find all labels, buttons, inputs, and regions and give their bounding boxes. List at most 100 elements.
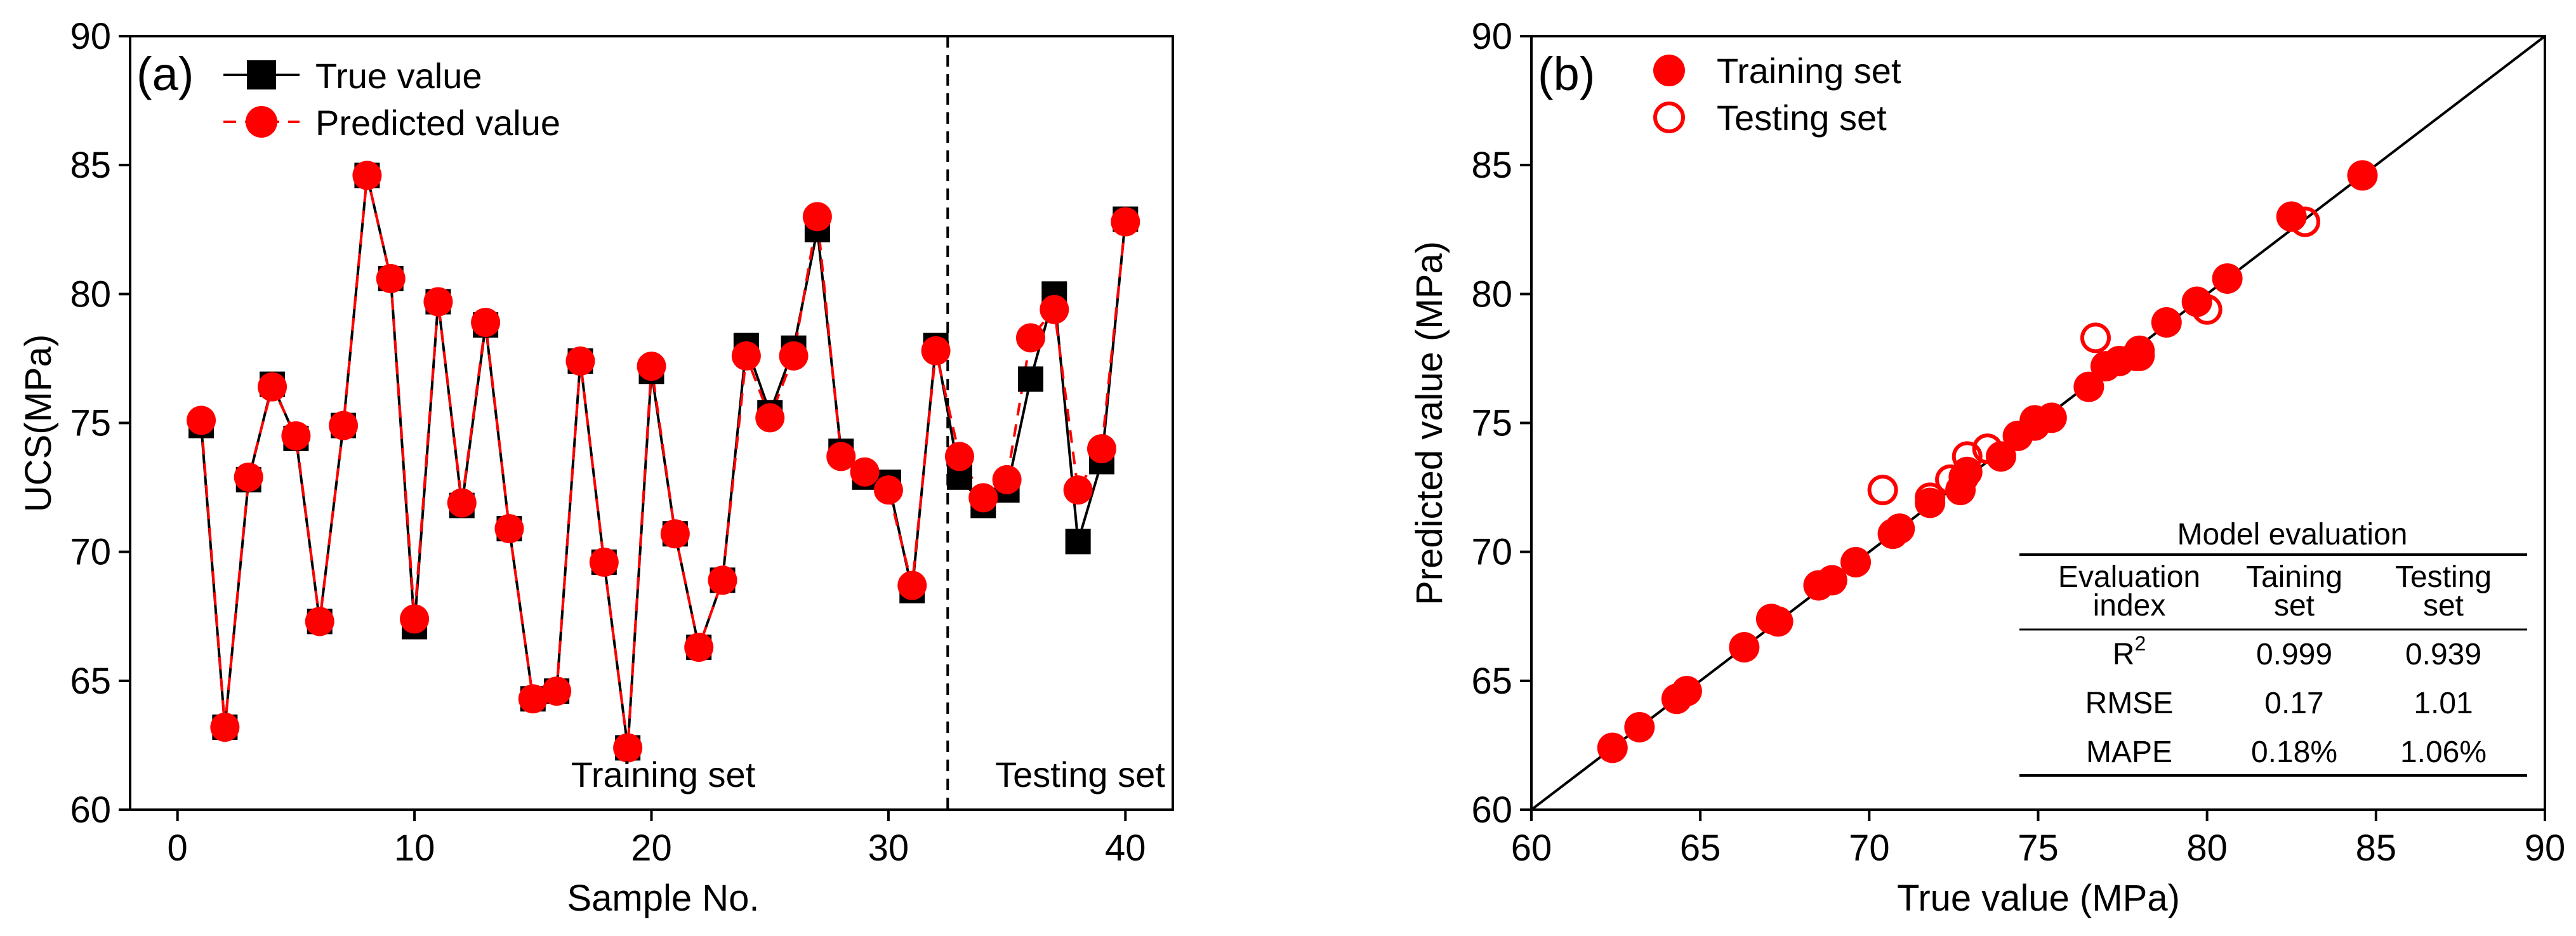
- testing-set-point: [2290, 206, 2321, 237]
- training-set-point: [1985, 441, 2016, 472]
- legend-testing-marker: [1653, 102, 1685, 133]
- legend-true-marker: [247, 60, 276, 89]
- predicted-value-point: [1015, 323, 1045, 353]
- predicted-value-point: [637, 352, 666, 381]
- panel-b-x-axis-label: True value (MPa): [1897, 878, 2180, 919]
- predicted-value-point: [968, 483, 998, 513]
- table-header-training-line2: set: [2274, 589, 2315, 623]
- predicted-value-point: [1111, 207, 1140, 237]
- panel-a-x-tick-label: 40: [1105, 827, 1146, 869]
- training-set-point: [1597, 732, 1628, 763]
- panel-b-legend: Training set Testing set: [1653, 51, 1901, 138]
- predicted-value-point: [944, 442, 974, 471]
- predicted-value-point: [471, 308, 501, 338]
- predicted-value-point: [210, 712, 240, 742]
- predicted-value-point: [352, 161, 382, 190]
- training-set-point: [2090, 351, 2121, 382]
- panel-b-y-tick-label: 70: [1471, 532, 1512, 573]
- panel-a-series-markers: [187, 161, 1140, 763]
- panel-a-x-axis-label: Sample No.: [567, 878, 759, 919]
- predicted-value-point: [755, 403, 785, 433]
- panel-b-x-tick-label: 75: [2018, 827, 2059, 869]
- panel-a-testing-region-label: Testing set: [995, 755, 1165, 794]
- predicted-value-point: [779, 341, 809, 371]
- panel-b-ticks: 60 65 70 75 80 85 90 60 65 70 75 80 85 90: [1471, 16, 2565, 869]
- true-value-point: [1017, 366, 1043, 392]
- table-header-index-line2: index: [2093, 589, 2166, 623]
- predicted-value-point: [423, 287, 453, 317]
- testing-set-point: [1867, 475, 1898, 506]
- panel-b-y-tick-label: 75: [1471, 403, 1512, 444]
- testing-set-point: [1972, 433, 2003, 465]
- panel-b-label: (b): [1538, 48, 1595, 100]
- predicted-value-point: [731, 341, 761, 371]
- training-set-point: [1671, 676, 1702, 707]
- predicted-value-point: [258, 372, 287, 402]
- table-row-metric: R2: [2113, 632, 2146, 671]
- predicted-value-point: [850, 457, 880, 487]
- legend-predicted-label: Predicted value: [315, 103, 560, 143]
- panel-a-y-tick-label: 75: [70, 403, 111, 444]
- training-set-point: [1729, 632, 1760, 663]
- model-evaluation-table: Model evaluation Evaluation index Tainin…: [2019, 518, 2527, 777]
- predicted-value-point: [376, 263, 406, 293]
- legend-testing-label: Testing set: [1717, 98, 1887, 138]
- training-set-point: [2124, 335, 2155, 366]
- panel-b-y-axis-label: Predicted value (MPa): [1409, 241, 1450, 605]
- predicted-value-point: [565, 346, 595, 376]
- table-row-train-value: 0.18%: [2251, 735, 2337, 769]
- testing-set-point: [2191, 294, 2223, 325]
- panel-a-x-tick-label: 20: [631, 827, 672, 869]
- training-set-point: [1755, 603, 1787, 635]
- predicted-value-point: [400, 604, 430, 634]
- panel-a-y-tick-label: 65: [70, 661, 111, 702]
- training-set-point: [2073, 371, 2104, 402]
- panel-b-y-tick-label: 90: [1471, 16, 1512, 57]
- predicted-value-point: [897, 570, 927, 600]
- predicted-value-point: [1063, 475, 1093, 505]
- predicted-value-point: [329, 411, 359, 440]
- table-header-testing-line2: set: [2423, 589, 2464, 623]
- legend-training-label: Training set: [1717, 51, 1901, 91]
- panel-b-y-tick-label: 65: [1471, 661, 1512, 702]
- table-header-training-line1: Taining: [2246, 560, 2342, 594]
- predicted-value-point: [1040, 294, 1069, 324]
- predicted-value-point: [873, 475, 903, 505]
- metric-r-base: R: [2113, 638, 2135, 671]
- testing-set-point: [1935, 464, 1966, 495]
- predicted-value-point: [542, 676, 572, 706]
- table-row-train-value: 0.999: [2256, 638, 2332, 671]
- legend-true-label: True value: [315, 56, 482, 96]
- training-set-point: [2036, 402, 2067, 433]
- predicted-value-point: [234, 462, 263, 492]
- panel-b-x-tick-label: 85: [2356, 827, 2397, 869]
- panel-b-y-tick-label: 85: [1471, 145, 1512, 186]
- predicted-value-point: [613, 733, 643, 763]
- predicted-value-point: [281, 421, 311, 451]
- table-row-train-value: 0.17: [2264, 687, 2323, 720]
- legend-predicted-marker: [246, 106, 277, 138]
- predicted-value-point: [494, 514, 524, 544]
- panel-a-y-axis-label: UCS(MPa): [18, 334, 59, 512]
- panel-a-ticks: 0 10 20 30 40 60 65 70 75 80 85 90: [70, 16, 1146, 869]
- panel-a-x-tick-label: 30: [868, 827, 909, 869]
- training-set-point: [2347, 160, 2378, 191]
- training-set-point: [1803, 570, 1834, 601]
- table-title: Model evaluation: [2177, 518, 2408, 551]
- panel-a-y-tick-label: 60: [70, 789, 111, 831]
- testing-set-point: [1915, 482, 1946, 513]
- panel-b-x-tick-label: 70: [1849, 827, 1890, 869]
- panel-b-x-tick-label: 60: [1511, 827, 1552, 869]
- panel-a-x-tick-label: 0: [168, 827, 188, 869]
- panel-a-x-tick-label: 10: [394, 827, 435, 869]
- predicted-value-point: [447, 488, 477, 518]
- testing-set-point: [2080, 322, 2111, 353]
- predicted-value-point: [684, 633, 714, 662]
- testing-set-point: [1952, 441, 1983, 472]
- predicted-value-point: [992, 465, 1022, 494]
- true-value-point: [1065, 529, 1091, 555]
- panel-a-label: (a): [136, 48, 194, 100]
- predicted-value-point: [660, 519, 690, 549]
- panel-b-plot-frame: [1530, 35, 2546, 811]
